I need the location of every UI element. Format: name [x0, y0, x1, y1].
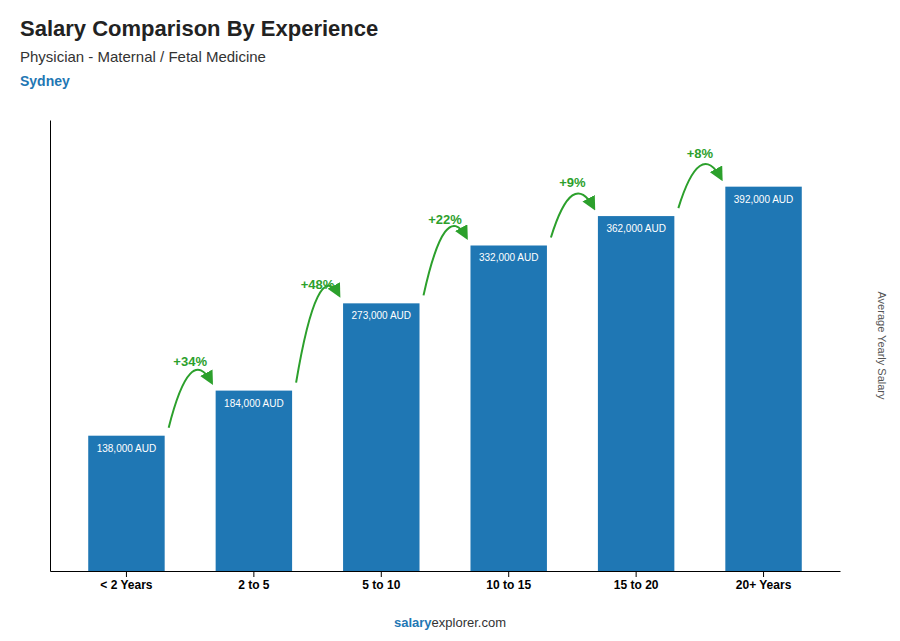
change-label: +22% — [428, 212, 462, 227]
y-axis — [50, 121, 51, 572]
subtitle: Physician - Maternal / Fetal Medicine — [20, 48, 266, 65]
chart: Salary Comparison By Experience Physician… — [0, 0, 900, 641]
plot: 138,000 AUD 184,000 AUD 273,000 AUD 332,000… — [51, 121, 841, 592]
bar — [598, 216, 674, 571]
change-arrow — [551, 193, 594, 237]
bar — [216, 391, 292, 571]
footer-part: salary — [394, 615, 432, 630]
x-tick: 20+ Years — [736, 571, 792, 592]
x-tick-label: 20+ Years — [736, 578, 792, 592]
bar — [725, 187, 801, 571]
x-axis-line — [51, 571, 841, 572]
x-tick-mark — [508, 571, 509, 577]
data-label: 362,000 AUD — [606, 223, 666, 234]
bar — [470, 245, 546, 571]
x-tick: 2 to 5 — [238, 571, 270, 592]
change-arrow — [169, 370, 212, 428]
x-tick-mark — [253, 571, 254, 577]
location: Sydney — [20, 73, 70, 89]
change-arrow — [296, 286, 339, 383]
x-tick-label: 2 to 5 — [238, 578, 270, 592]
change-label: +48% — [301, 277, 335, 292]
data-label: 273,000 AUD — [352, 310, 412, 321]
x-tick-mark — [763, 571, 764, 577]
bar — [343, 303, 419, 571]
change-label: +8% — [687, 146, 714, 161]
data-label: 138,000 AUD — [97, 443, 157, 454]
change-arrow — [424, 226, 467, 295]
footer-part: explorer.com — [432, 615, 506, 630]
bars — [88, 187, 802, 571]
x-tick-label: 5 to 10 — [362, 578, 400, 592]
x-tick-label: 10 to 15 — [486, 578, 531, 592]
change-arrow — [678, 164, 721, 208]
change-label: +34% — [173, 354, 207, 369]
y-axis-line — [50, 121, 51, 572]
footer: salaryexplorer.com — [394, 615, 506, 630]
change-label: +9% — [559, 175, 586, 190]
title: Salary Comparison By Experience — [20, 16, 378, 41]
bar — [88, 436, 164, 571]
x-tick-mark — [126, 571, 127, 577]
x-tick-label: 15 to 20 — [614, 578, 659, 592]
data-label: 392,000 AUD — [734, 194, 794, 205]
data-label: 332,000 AUD — [479, 252, 539, 263]
annotations: +34% +48% +22% +9% +8% — [169, 146, 722, 428]
data-label: 184,000 AUD — [224, 398, 284, 409]
x-tick: 5 to 10 — [362, 571, 400, 592]
x-axis: < 2 Years 2 to 5 5 to 10 10 to 15 15 to 20 20… — [51, 571, 841, 592]
x-tick: < 2 Years — [100, 571, 152, 592]
x-tick: 10 to 15 — [486, 571, 531, 592]
y-axis-title: Average Yearly Salary — [876, 291, 888, 400]
x-tick-label: < 2 Years — [100, 578, 152, 592]
data-labels: 138,000 AUD 184,000 AUD 273,000 AUD 332,000… — [97, 194, 794, 454]
x-tick: 15 to 20 — [614, 571, 659, 592]
x-tick-mark — [381, 571, 382, 577]
x-tick-mark — [636, 571, 637, 577]
